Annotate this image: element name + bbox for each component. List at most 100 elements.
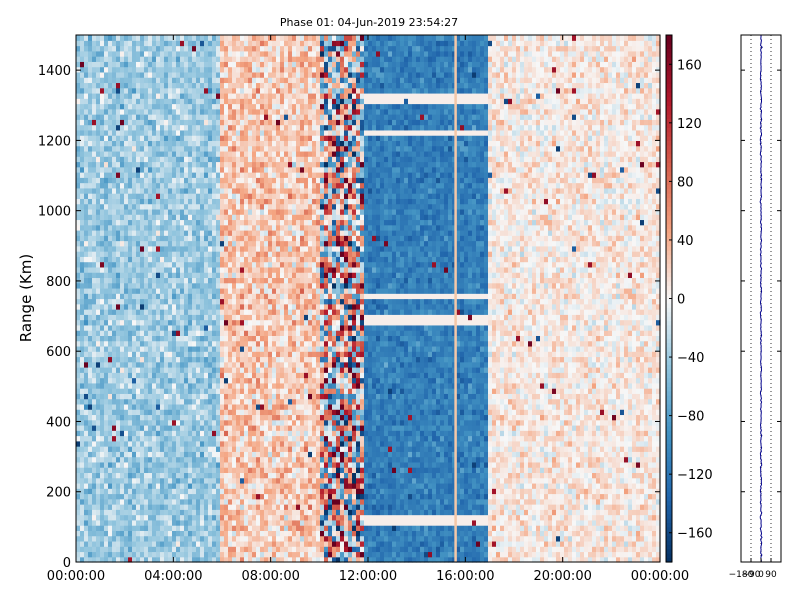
heatmap-cell [160, 525, 165, 531]
heatmap-cell [112, 103, 117, 110]
heatmap-cell [228, 324, 233, 331]
heatmap-cell [220, 530, 225, 537]
heatmap-cell [216, 477, 221, 484]
heatmap-cell [168, 77, 173, 84]
heatmap-cell [236, 56, 241, 62]
heatmap-cell [116, 535, 121, 542]
heatmap-cell [96, 409, 101, 416]
heatmap-cell [160, 509, 165, 516]
heatmap-cell [180, 530, 185, 537]
heatmap-cell [232, 229, 237, 236]
heatmap-cell [224, 40, 229, 47]
heatmap-cell [244, 535, 249, 542]
heatmap-cell [244, 498, 249, 505]
heatmap-cell [232, 540, 237, 547]
heatmap-cell [160, 472, 165, 479]
heatmap-cell [76, 156, 81, 163]
heatmap-cell [156, 103, 161, 110]
heatmap-cell [220, 150, 225, 157]
heatmap-cell [180, 140, 185, 147]
heatmap-cell [168, 435, 173, 442]
heatmap-cell [248, 77, 253, 84]
heatmap-cell [176, 477, 181, 484]
heatmap-cell [232, 409, 237, 416]
heatmap-cell [268, 419, 273, 426]
heatmap-cell [176, 514, 181, 521]
heatmap-cell [112, 172, 117, 178]
heatmap-cell [268, 114, 273, 120]
heatmap-cell [256, 377, 261, 384]
heatmap-cell [264, 35, 269, 41]
heatmap-cell [196, 140, 201, 147]
heatmap-cell [124, 446, 129, 452]
heatmap-cell [80, 77, 85, 84]
heatmap-cell [260, 477, 265, 484]
heatmap-cell [268, 140, 273, 147]
heatmap-cell [104, 208, 109, 215]
heatmap-cell [268, 393, 273, 400]
heatmap-cell [244, 219, 249, 226]
heatmap-cell [212, 493, 217, 500]
heatmap-cell [196, 319, 201, 326]
heatmap-cell [220, 166, 225, 173]
heatmap-cell [272, 245, 277, 252]
heatmap-cell [116, 287, 121, 294]
heatmap-cell [196, 50, 201, 57]
heatmap-cell [224, 161, 229, 168]
heatmap-cell [148, 98, 153, 105]
heatmap-cell [144, 193, 149, 199]
heatmap-cell [196, 156, 201, 163]
heatmap-cell [96, 467, 101, 474]
heatmap-cell [140, 150, 145, 157]
heatmap-cell [272, 525, 277, 531]
heatmap-cell [132, 114, 137, 120]
heatmap-cell [228, 540, 233, 547]
heatmap-cell [120, 256, 125, 263]
heatmap-cell [248, 482, 253, 489]
heatmap-cell [232, 293, 237, 300]
heatmap-cell [244, 430, 249, 437]
heatmap-cell [184, 377, 189, 384]
heatmap-cell [208, 108, 213, 115]
heatmap-cell [172, 187, 177, 194]
heatmap-cell [236, 446, 241, 452]
heatmap-cell [88, 98, 93, 105]
heatmap-cell [264, 245, 269, 252]
heatmap-cell [84, 303, 89, 310]
heatmap-cell [252, 182, 257, 189]
heatmap-cell [96, 546, 101, 553]
heatmap-cell [212, 335, 217, 342]
heatmap-cell [232, 208, 237, 215]
heatmap-cell [140, 319, 145, 326]
heatmap-cell [208, 272, 213, 279]
heatmap-cell [192, 372, 197, 379]
heatmap-cell [248, 177, 253, 184]
heatmap-cell [268, 287, 273, 294]
heatmap-cell [132, 214, 137, 221]
heatmap-cell [124, 509, 129, 516]
heatmap-cell [108, 293, 113, 300]
heatmap-cell [248, 472, 253, 479]
heatmap-cell [156, 519, 161, 526]
heatmap-cell [200, 140, 205, 147]
heatmap-cell [204, 66, 209, 73]
heatmap-cell [196, 240, 201, 247]
heatmap-cell [192, 256, 197, 263]
heatmap-cell [212, 56, 217, 62]
heatmap-cell [172, 335, 177, 342]
heatmap-cell [80, 103, 85, 110]
heatmap-cell [236, 71, 241, 78]
heatmap-cell [200, 272, 205, 279]
heatmap-cell [88, 498, 93, 505]
heatmap-cell [256, 409, 261, 416]
heatmap-cell [220, 50, 225, 57]
heatmap-cell [132, 472, 137, 479]
heatmap-cell [200, 509, 205, 516]
heatmap-cell [96, 224, 101, 231]
heatmap-cell [188, 177, 193, 184]
heatmap-cell [112, 129, 117, 136]
heatmap-cell [80, 45, 85, 52]
heatmap-cell [112, 82, 117, 89]
heatmap-cell [264, 172, 269, 178]
heatmap-cell [92, 525, 97, 531]
